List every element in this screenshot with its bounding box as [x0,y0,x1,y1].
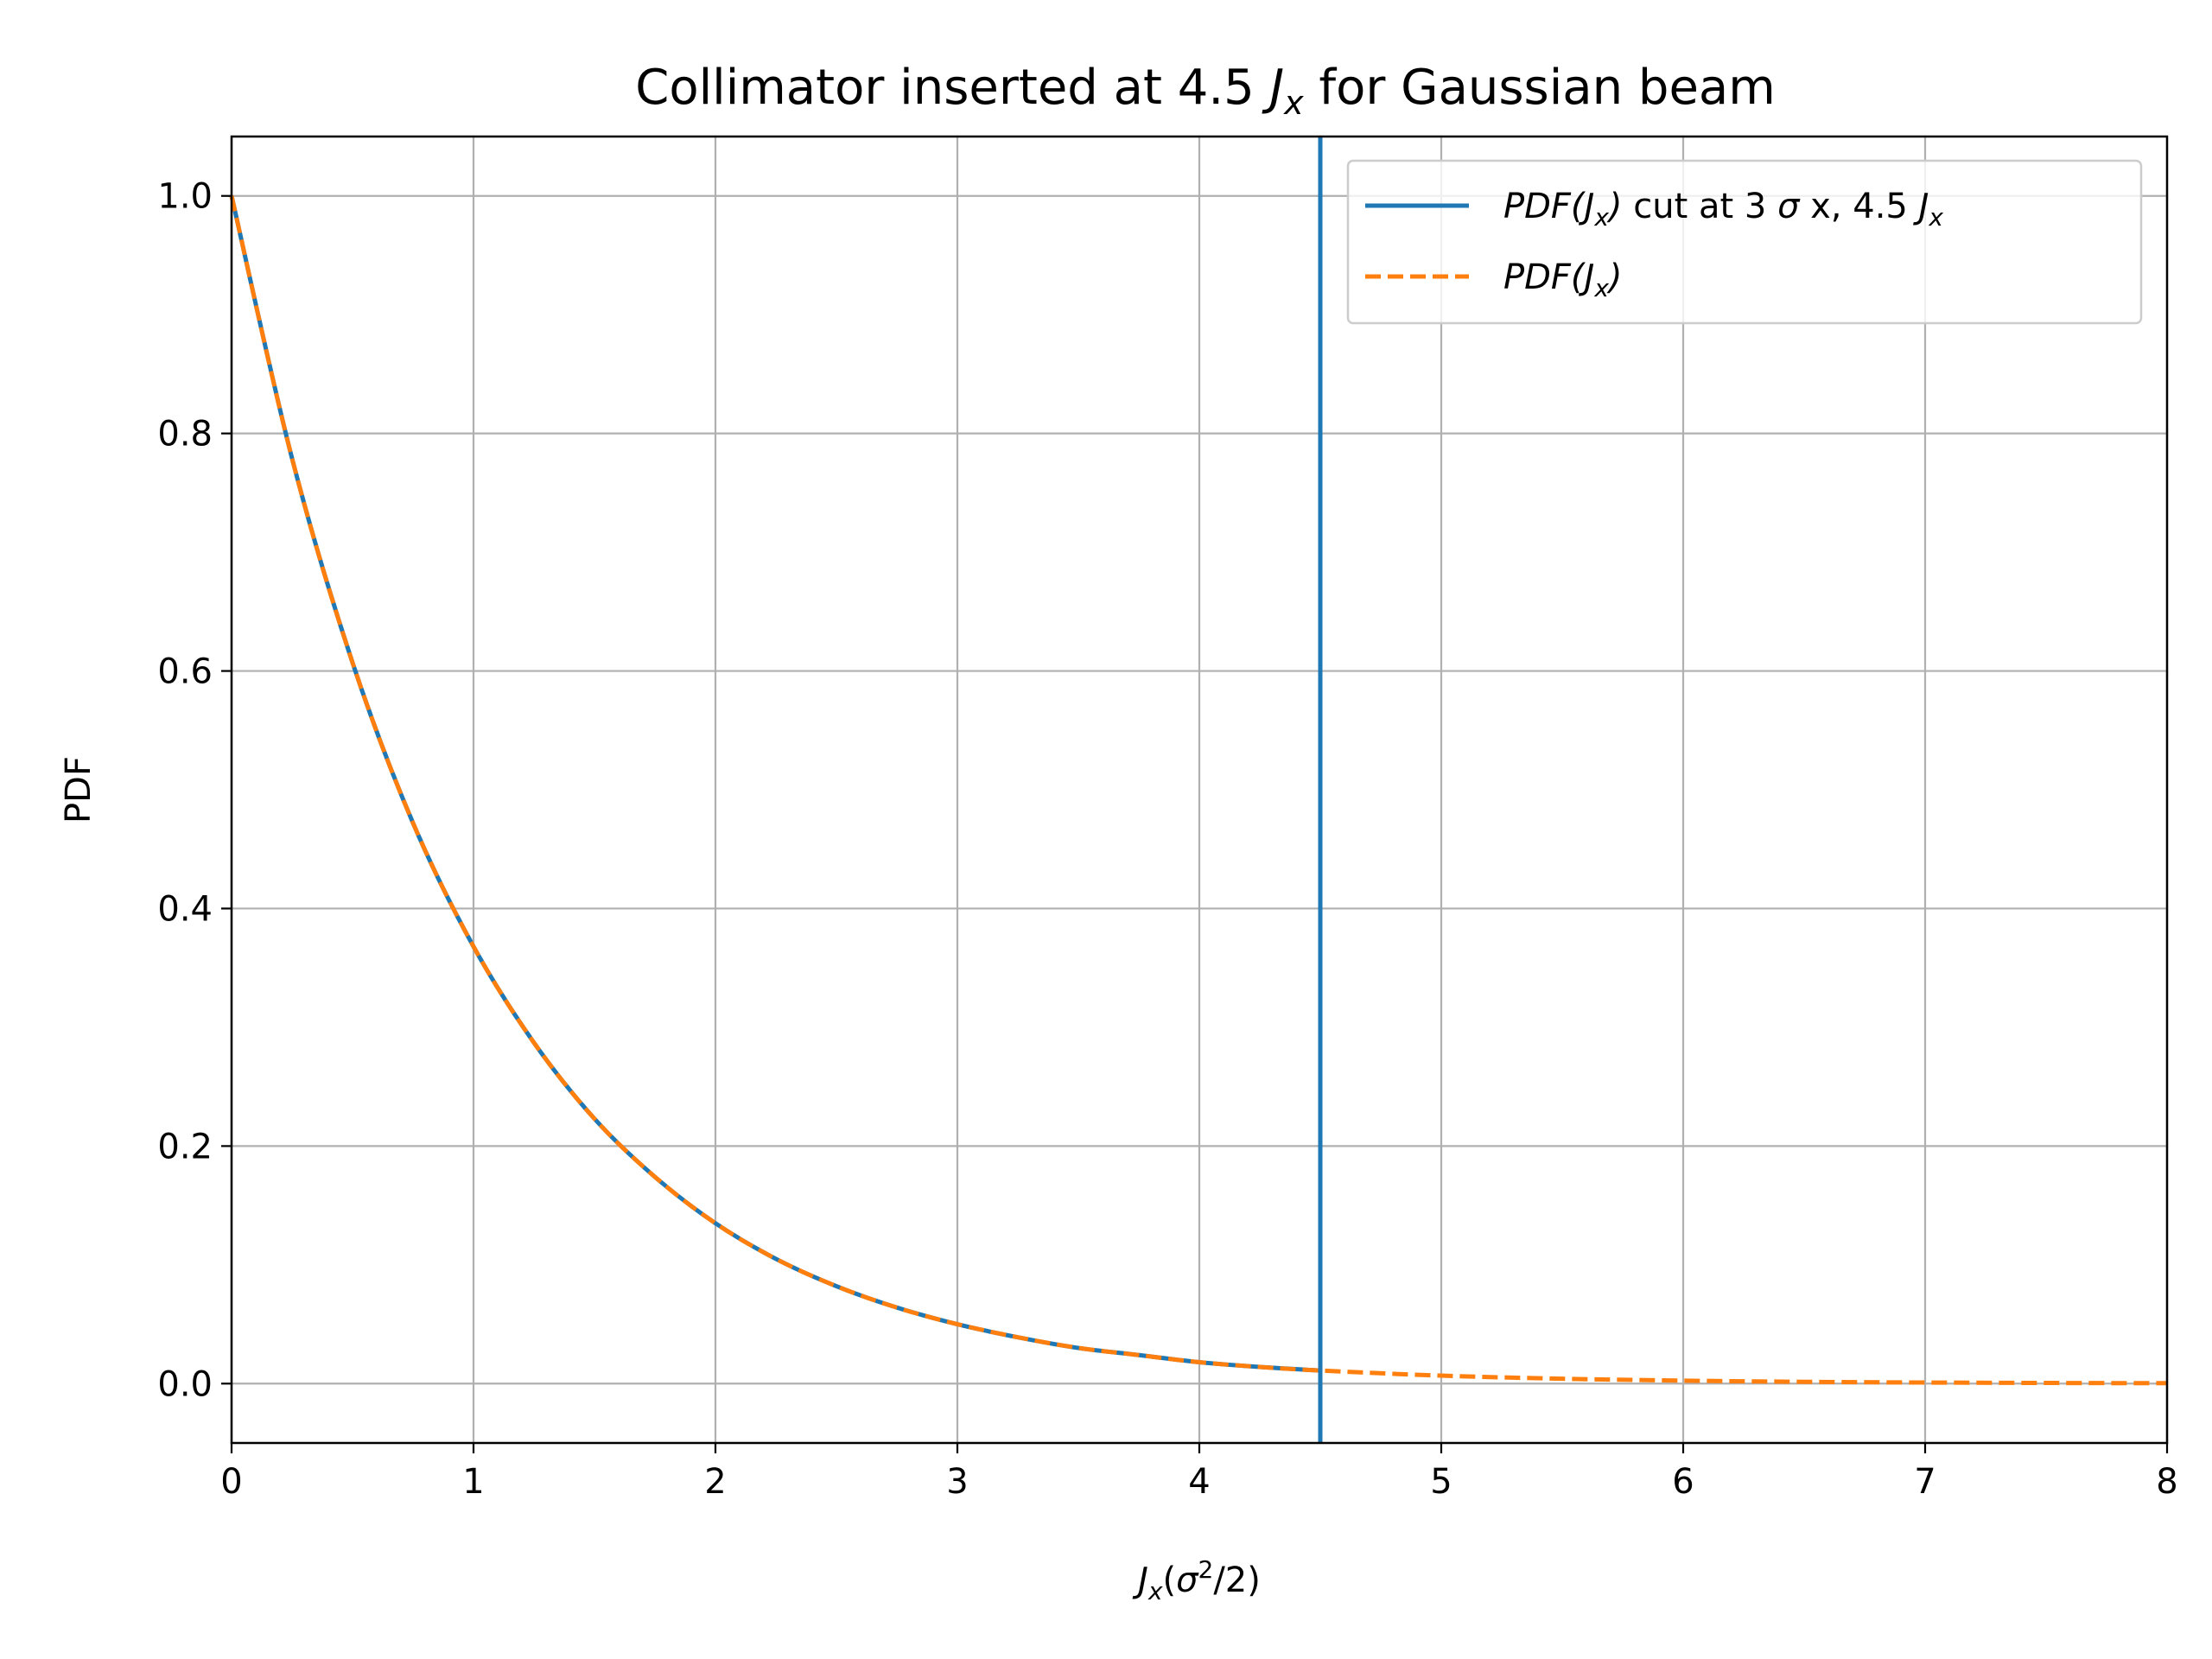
x-axis-label: Jx(σ2/2) [1132,1555,1261,1605]
x-tick-label: 5 [1430,1462,1452,1502]
tick-marks [221,194,2169,1453]
y-tick-label: 0.4 [157,889,213,929]
chart-title: Collimator inserted at 4.5 Jx for Gaussi… [635,60,1776,122]
x-tick-label: 6 [1672,1462,1694,1502]
y-tick-label: 0.2 [157,1127,213,1166]
legend-label-pdf: PDF(Jx) [1503,257,1623,302]
y-tick-label: 1.0 [157,177,213,217]
legend-label-cut-pdf: PDF(Jx) cut at 3 σ x, 4.5 Jx [1503,187,1943,232]
x-tick-label: 2 [704,1462,726,1502]
y-tick-label: 0.6 [157,652,213,692]
y-axis-label: PDF [59,756,99,823]
x-tick-label: 8 [2156,1462,2177,1502]
x-tick-label: 1 [462,1462,484,1502]
y-tick-label: 0.8 [157,415,213,454]
legend-box [1346,159,2143,325]
x-tick-labels: 0 1 2 3 4 5 6 7 8 [220,1462,2177,1502]
y-tick-label: 0.0 [157,1364,213,1404]
x-tick-label: 0 [220,1462,242,1502]
x-tick-label: 7 [1914,1462,1936,1502]
legend: PDF(Jx) cut at 3 σ x, 4.5 Jx PDF(Jx) [1346,159,2143,325]
y-tick-labels: 0.0 0.2 0.4 0.6 0.8 1.0 [157,177,213,1405]
series-line-pdf [229,195,2168,1386]
x-tick-label: 3 [946,1462,968,1502]
x-tick-label: 4 [1188,1462,1210,1502]
series-layer [229,195,2168,1386]
